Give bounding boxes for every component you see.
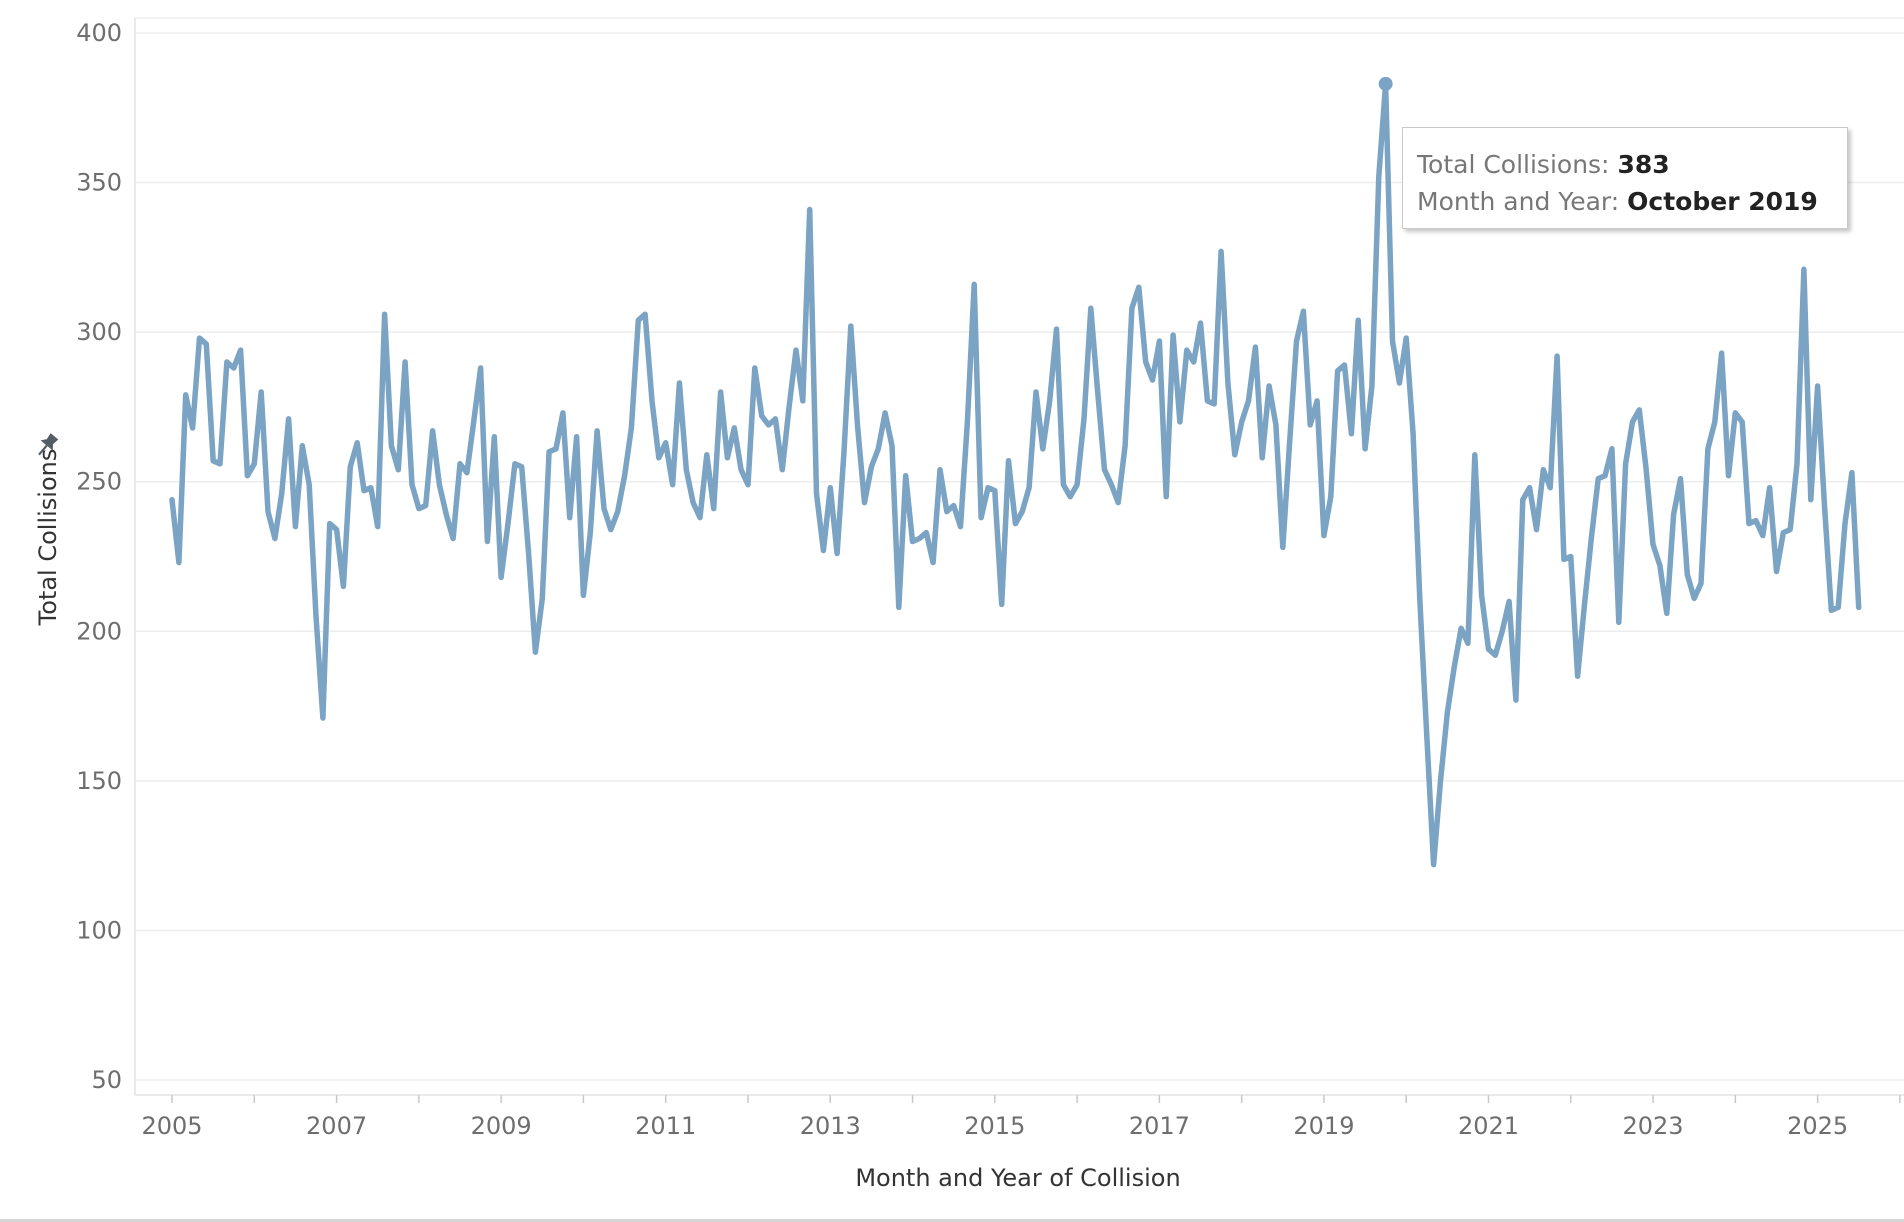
- x-tick-label: 2013: [800, 1112, 861, 1140]
- y-axis-title: Total Collisions: [34, 449, 62, 627]
- bottom-border: [0, 1219, 1904, 1222]
- series-line[interactable]: [169, 81, 1862, 868]
- x-tick-label: 2005: [141, 1112, 202, 1140]
- x-tick-label: 2017: [1129, 1112, 1190, 1140]
- y-tick-label: 50: [91, 1066, 122, 1094]
- y-tick-label: 200: [76, 617, 122, 645]
- x-tick-label: 2019: [1293, 1112, 1354, 1140]
- series-layer: [169, 76, 1862, 868]
- tooltip-label-total: Total Collisions:: [1417, 150, 1610, 179]
- x-tick-label: 2015: [964, 1112, 1025, 1140]
- y-tick-label: 150: [76, 767, 122, 795]
- tooltip-value-total: 383: [1617, 150, 1670, 179]
- tooltip-row-month: Month and Year: October 2019: [1417, 183, 1847, 220]
- x-tick-label: 2025: [1787, 1112, 1848, 1140]
- tooltip: Total Collisions: 383 Month and Year: Oc…: [1402, 127, 1848, 229]
- y-tick-label: 350: [76, 169, 122, 197]
- x-axis-title: Month and Year of Collision: [855, 1164, 1180, 1192]
- tooltip-label-month: Month and Year:: [1417, 187, 1620, 216]
- y-axis-ticks: 400 350 300 250 200 150 100 50: [76, 19, 122, 1094]
- x-axis-ticks: 2005 2007 2009 2011 2013 2015 2017 2019 2021 2023…: [141, 1112, 1848, 1140]
- tooltip-row-total: Total Collisions: 383: [1417, 146, 1847, 183]
- x-tick-label: 2011: [635, 1112, 696, 1140]
- y-tick-label: 250: [76, 468, 122, 496]
- x-tick-label: 2021: [1458, 1112, 1519, 1140]
- y-tick-label: 100: [76, 916, 122, 944]
- x-tick-label: 2023: [1623, 1112, 1684, 1140]
- y-tick-label: 400: [76, 19, 122, 47]
- axes: [134, 18, 1904, 1103]
- y-tick-label: 300: [76, 318, 122, 346]
- highlight-point[interactable]: [1378, 76, 1393, 91]
- tooltip-value-month: October 2019: [1627, 187, 1818, 216]
- pin-icon[interactable]: [33, 431, 61, 460]
- x-tick-label: 2009: [471, 1112, 532, 1140]
- x-tick-label: 2007: [306, 1112, 367, 1140]
